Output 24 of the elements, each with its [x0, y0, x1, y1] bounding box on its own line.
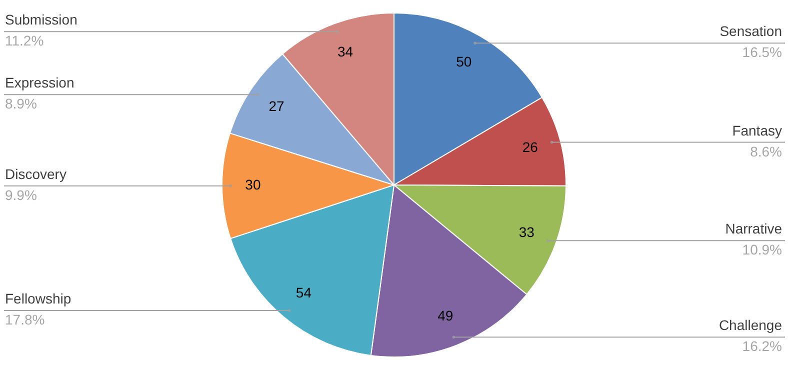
data-label: 33 — [518, 224, 535, 240]
text: 8.9% — [5, 96, 37, 112]
text: 17.8% — [5, 312, 45, 328]
slice-label: Narrative — [725, 220, 782, 237]
text: 16.5% — [742, 44, 782, 60]
data-label: 34 — [338, 44, 354, 60]
data-label: 49 — [438, 307, 454, 324]
text: 8.6% — [750, 143, 782, 160]
data-label: 50 — [456, 53, 472, 70]
slice-label: Sensation — [720, 23, 782, 40]
data-label: 54 — [296, 284, 312, 300]
text: 10.9% — [742, 242, 782, 258]
data-label: 30 — [245, 176, 261, 193]
slice-label: Fellowship — [5, 290, 72, 307]
data-label: 26 — [522, 139, 538, 156]
data-label: 27 — [268, 98, 284, 114]
slice-label: Discovery — [5, 166, 66, 182]
slice-label: Submission — [5, 12, 78, 28]
text: 11.2% — [5, 32, 44, 49]
slice-label: Fantasy — [732, 122, 782, 138]
slice-label: Challenge — [718, 317, 782, 334]
text: 9.9% — [5, 186, 37, 203]
slice-label: Expression — [5, 74, 74, 91]
text: 16.2% — [742, 338, 782, 354]
